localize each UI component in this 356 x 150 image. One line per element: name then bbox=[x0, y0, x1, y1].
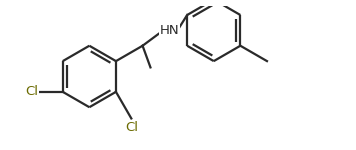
Text: HN: HN bbox=[159, 24, 179, 37]
Text: Cl: Cl bbox=[125, 121, 138, 134]
Text: Cl: Cl bbox=[26, 85, 38, 98]
